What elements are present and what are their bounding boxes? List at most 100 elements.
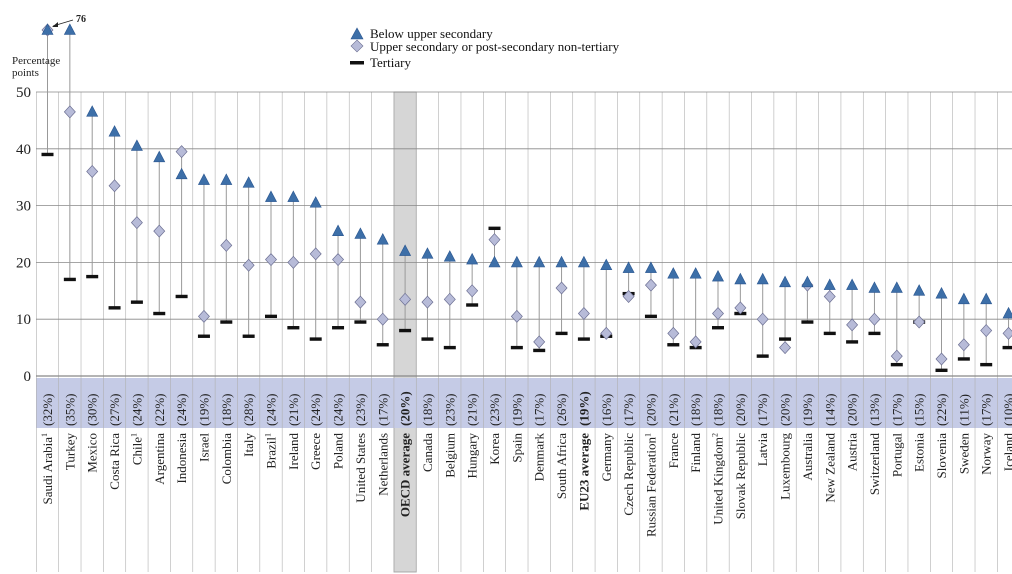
country-label: Turkey [62, 433, 77, 471]
point-upper [823, 289, 836, 303]
point-upper [287, 255, 300, 269]
y-tick-label: 50 [16, 85, 31, 101]
point-below [980, 292, 993, 305]
point-upper [667, 326, 680, 340]
point-tertiary [376, 343, 389, 347]
country-label: Indonesia [174, 433, 189, 484]
legend-dash-icon [350, 61, 364, 65]
share-label: (17%) [375, 394, 390, 427]
point-tertiary [242, 334, 255, 338]
share-label: (14%) [822, 394, 837, 427]
point-below [644, 261, 657, 273]
country-label: Estonia [912, 433, 927, 472]
point-below [421, 247, 434, 259]
point-tertiary [466, 303, 479, 307]
share-label: (24%) [129, 394, 144, 427]
country-label: OECD average [398, 433, 413, 517]
country-label: Mexico [85, 433, 100, 473]
point-below [846, 278, 859, 290]
country-label: Korea [487, 433, 502, 465]
country-label: Czech Republic [621, 433, 636, 516]
point-tertiary [957, 357, 970, 361]
country-label: United Kingdom2 [711, 433, 726, 525]
share-label: (21%) [666, 394, 681, 427]
point-tertiary [197, 334, 210, 338]
point-upper [197, 309, 210, 323]
y-tick-label: 0 [24, 369, 32, 385]
point-tertiary [868, 331, 881, 336]
point-below [823, 278, 836, 290]
point-below [935, 286, 948, 299]
share-label: (13%) [867, 394, 882, 427]
point-upper [712, 307, 724, 321]
country-label: South Africa [554, 433, 569, 499]
share-label: (18%) [711, 394, 726, 427]
point-tertiary [779, 337, 792, 341]
share-label: (17%) [532, 394, 547, 427]
legend-entry-tertiary: Tertiary [370, 55, 411, 70]
point-upper [153, 224, 166, 238]
point-upper [622, 289, 635, 303]
y-axis-title-line1: Percentage [12, 55, 60, 67]
share-label: (16%) [599, 394, 614, 427]
country-label: Slovenia [934, 433, 949, 479]
point-upper [488, 233, 501, 247]
point-below [175, 167, 188, 180]
country-label: Israel [196, 433, 211, 462]
point-below [756, 272, 769, 285]
point-below [890, 281, 903, 293]
point-upper [399, 292, 412, 306]
annotation-arrowhead-icon [52, 22, 58, 27]
share-label: (18%) [420, 394, 435, 427]
share-label: (32%) [40, 394, 55, 427]
point-tertiary [265, 314, 277, 319]
point-tertiary [890, 362, 903, 367]
point-tertiary [980, 362, 993, 367]
country-label: Costa Rica [107, 433, 122, 490]
share-label: (20%) [398, 391, 413, 426]
point-tertiary [399, 328, 412, 333]
point-tertiary [86, 274, 99, 279]
point-upper [332, 253, 345, 267]
share-label: (19%) [509, 394, 524, 427]
share-label: (23%) [442, 394, 457, 427]
point-below [577, 255, 590, 268]
point-below [399, 244, 412, 256]
country-label: Luxembourg [778, 433, 793, 500]
share-label: (11%) [956, 394, 971, 426]
country-label: Slovak Republic [733, 433, 748, 520]
point-upper [935, 352, 948, 366]
share-label: (19%) [576, 391, 591, 426]
point-tertiary [801, 320, 814, 324]
y-tick-label: 30 [16, 199, 31, 215]
share-label: (17%) [621, 394, 636, 427]
share-label: (20%) [643, 394, 658, 427]
point-tertiary [332, 326, 345, 330]
point-below [354, 227, 367, 239]
share-label: (27%) [107, 394, 122, 427]
point-upper [779, 341, 792, 355]
country-label: Iceland [1001, 433, 1012, 472]
point-tertiary [63, 277, 76, 282]
share-label: (18%) [219, 394, 234, 427]
point-below [488, 255, 501, 268]
point-upper [555, 281, 568, 295]
point-below [1002, 306, 1012, 319]
point-upper [577, 307, 590, 321]
point-tertiary [712, 326, 724, 330]
point-below [41, 23, 54, 35]
country-label: Denmark [532, 433, 547, 482]
country-label: Finland [688, 433, 703, 473]
point-upper [980, 324, 993, 338]
country-label: Australia [800, 433, 815, 481]
share-label: (20%) [778, 394, 793, 427]
country-label: Netherlands [375, 433, 390, 496]
country-label: Russian Federation1 [643, 433, 658, 537]
share-label: (10%) [1001, 394, 1012, 427]
point-tertiary [443, 345, 456, 350]
share-label: (19%) [800, 394, 815, 427]
point-below [600, 258, 613, 271]
point-upper [600, 326, 613, 340]
y-tick-label: 10 [16, 312, 31, 328]
point-upper [265, 253, 277, 267]
